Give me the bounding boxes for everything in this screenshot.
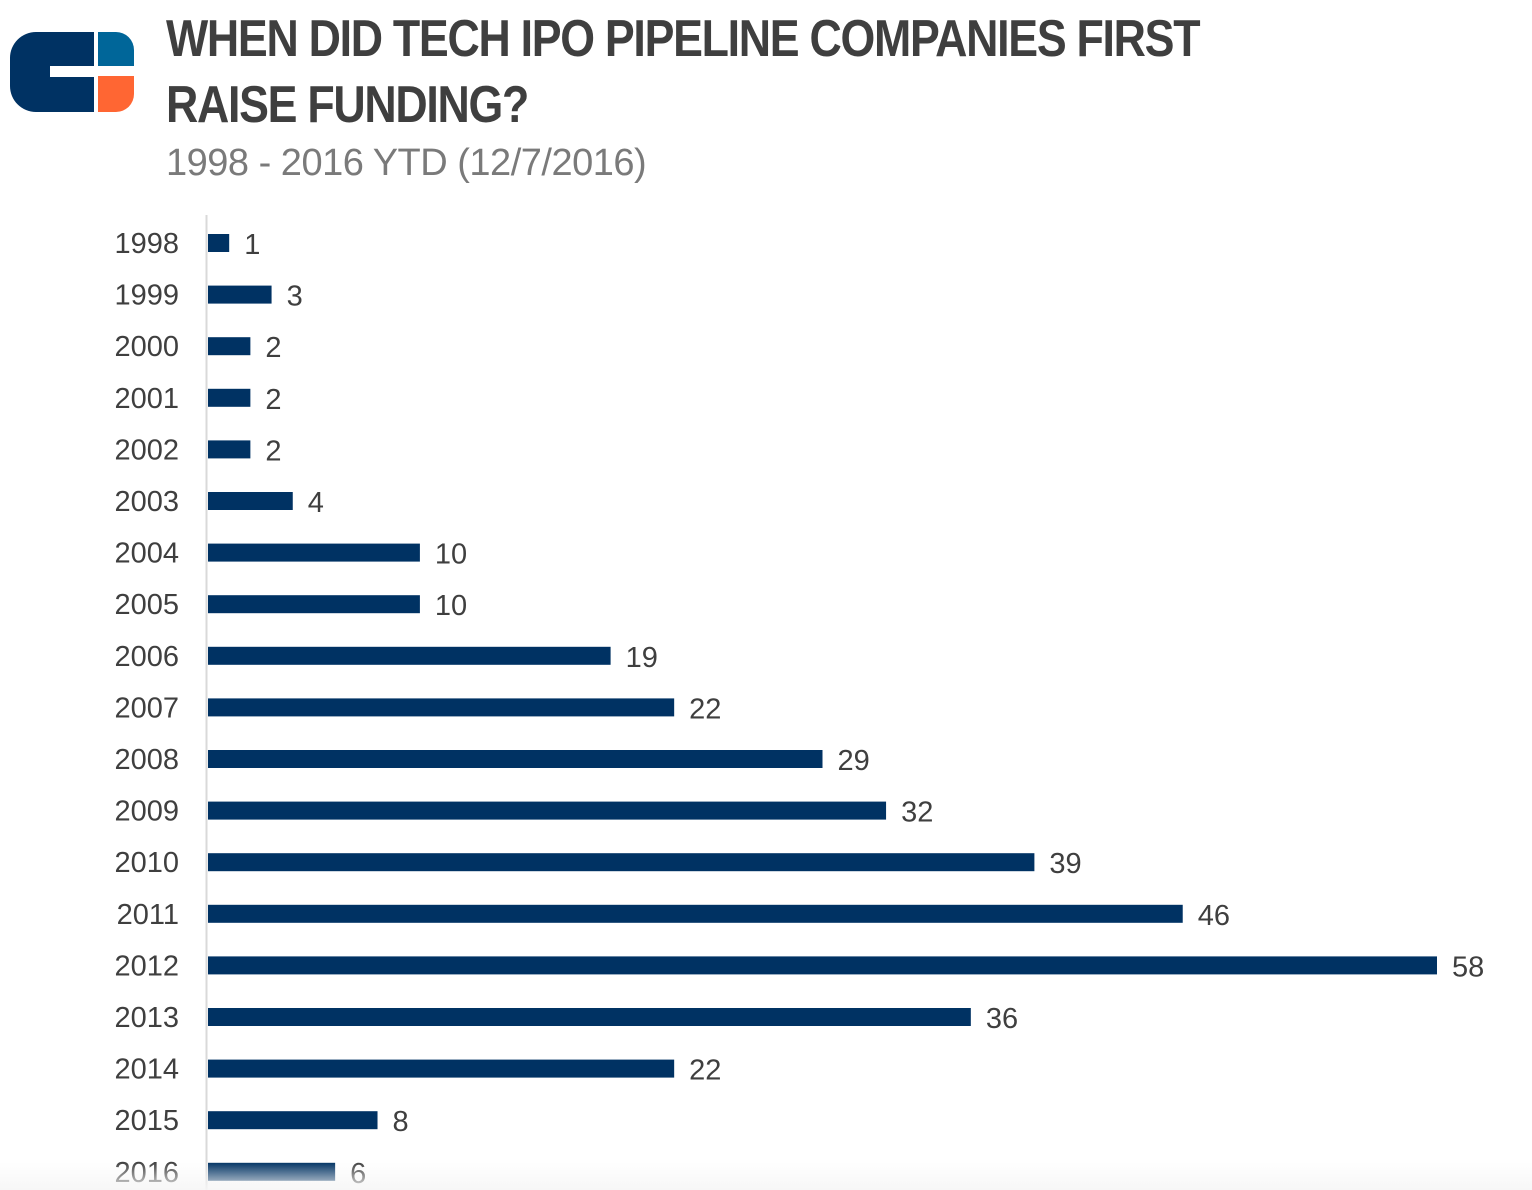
category-label: 2000	[114, 331, 179, 363]
category-label: 2009	[114, 796, 179, 828]
value-label: 10	[435, 590, 467, 622]
category-label: 2015	[114, 1105, 179, 1137]
category-label: 2005	[114, 589, 179, 621]
chart-subtitle: 1998 - 2016 YTD (12/7/2016)	[166, 142, 647, 184]
category-label: 2016	[114, 1157, 179, 1189]
value-label: 19	[626, 642, 658, 674]
bar-1998	[208, 234, 230, 252]
bar-2009	[208, 801, 887, 820]
category-label: 2003	[114, 486, 179, 518]
cb-insights-logo	[10, 32, 134, 112]
value-label: 46	[1198, 900, 1230, 932]
category-label: 1999	[114, 280, 179, 312]
bar-2013	[208, 1008, 971, 1026]
logo-orange-shape	[98, 76, 134, 112]
value-label: 39	[1049, 848, 1081, 880]
value-label: 32	[901, 797, 933, 829]
category-label: 1998	[114, 228, 179, 260]
bar-2010	[208, 853, 1035, 872]
bar-2005	[208, 595, 420, 614]
value-label: 8	[393, 1106, 409, 1138]
bar-2015	[208, 1111, 378, 1130]
value-label: 22	[689, 1055, 721, 1087]
value-label: 58	[1452, 951, 1484, 983]
value-label: 29	[838, 745, 870, 777]
bar-2008	[208, 750, 823, 768]
category-label: 2004	[114, 538, 179, 570]
bar-2003	[208, 492, 293, 510]
bars-layer: 1998 1 1999 3 2000 2 2001 2 2002 2 2003 4 2004 10 2005…	[114, 228, 1484, 1190]
value-label: 2	[265, 435, 281, 467]
value-label: 6	[350, 1158, 366, 1190]
category-label: 2002	[114, 434, 179, 466]
bar-chart: 1998 1 1999 3 2000 2 2001 2 2002 2 2003 4 2004 10 2005…	[114, 215, 1484, 1190]
category-label: 2008	[114, 744, 179, 776]
bar-2011	[208, 904, 1183, 923]
bar-2007	[208, 698, 675, 717]
value-label: 2	[265, 384, 281, 416]
value-label: 2	[265, 332, 281, 364]
category-label: 2006	[114, 641, 179, 673]
bar-2012	[208, 956, 1437, 975]
bar-2000	[208, 337, 251, 356]
category-label: 2007	[114, 692, 179, 724]
value-label: 4	[308, 487, 324, 519]
value-label: 3	[287, 281, 303, 313]
bar-2016	[208, 1162, 336, 1181]
value-label: 1	[244, 229, 260, 261]
bar-2006	[208, 646, 611, 665]
bar-1999	[208, 285, 272, 304]
category-label: 2010	[114, 847, 179, 879]
bar-2014	[208, 1059, 675, 1078]
category-label: 2001	[114, 383, 179, 415]
category-label: 2011	[117, 899, 179, 931]
chart-title: WHEN DID TECH IPO PIPELINE COMPANIES FIR…	[166, 10, 1201, 134]
category-label: 2014	[114, 1054, 179, 1086]
category-label: 2012	[114, 950, 179, 982]
logo-blue-shape	[98, 32, 134, 66]
bar-2004	[208, 543, 420, 562]
value-label: 22	[689, 693, 721, 725]
logo-navy-shape	[10, 32, 94, 112]
category-label: 2013	[114, 1002, 179, 1034]
value-label: 36	[986, 1003, 1018, 1035]
bar-2002	[208, 440, 251, 459]
bar-2001	[208, 388, 251, 407]
value-label: 10	[435, 539, 467, 571]
